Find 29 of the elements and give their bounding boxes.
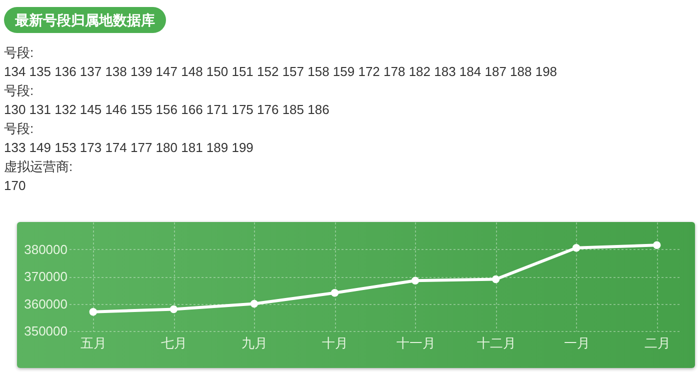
point bbox=[250, 300, 258, 308]
x-tick-label: 七月 bbox=[161, 336, 188, 350]
point bbox=[170, 305, 178, 314]
point bbox=[572, 244, 580, 252]
text: 133 149 153 173 174 177 180 181 189 199 bbox=[4, 139, 254, 157]
point bbox=[492, 275, 500, 284]
x-tick-label: 一月 bbox=[564, 336, 590, 350]
y-tick-label: 350000 bbox=[24, 324, 68, 338]
text: 号段: bbox=[4, 120, 35, 138]
text: 170 bbox=[4, 177, 27, 195]
text: 号段: bbox=[4, 44, 35, 62]
x-tick-label: 二月 bbox=[644, 336, 670, 350]
y-tick-label: 360000 bbox=[24, 296, 68, 312]
text: 130 131 132 145 146 155 156 166 171 175 176 185 186 bbox=[4, 101, 330, 119]
chart-title: 最新号段归属地数据库 bbox=[4, 7, 166, 33]
x-tick-label: 五月 bbox=[80, 336, 107, 350]
x-tick-label: 十月 bbox=[322, 336, 348, 350]
point bbox=[652, 241, 661, 250]
x-tick-label: 九月 bbox=[242, 336, 268, 350]
x-tick-label: 十二月 bbox=[476, 336, 516, 350]
y-tick-label: 380000 bbox=[24, 242, 68, 257]
point bbox=[330, 288, 339, 297]
y-tick-label: 370000 bbox=[24, 269, 68, 284]
text: 虚拟运营商: bbox=[4, 158, 74, 176]
point bbox=[411, 276, 420, 284]
text: 134 135 136 137 138 139 147 148 150 151 152 157 158 159 172 178 182 183 184 187 188 198 bbox=[4, 63, 558, 81]
text: 号段: bbox=[4, 82, 35, 100]
point bbox=[89, 308, 98, 316]
x-tick-label: 十一月 bbox=[396, 336, 436, 350]
